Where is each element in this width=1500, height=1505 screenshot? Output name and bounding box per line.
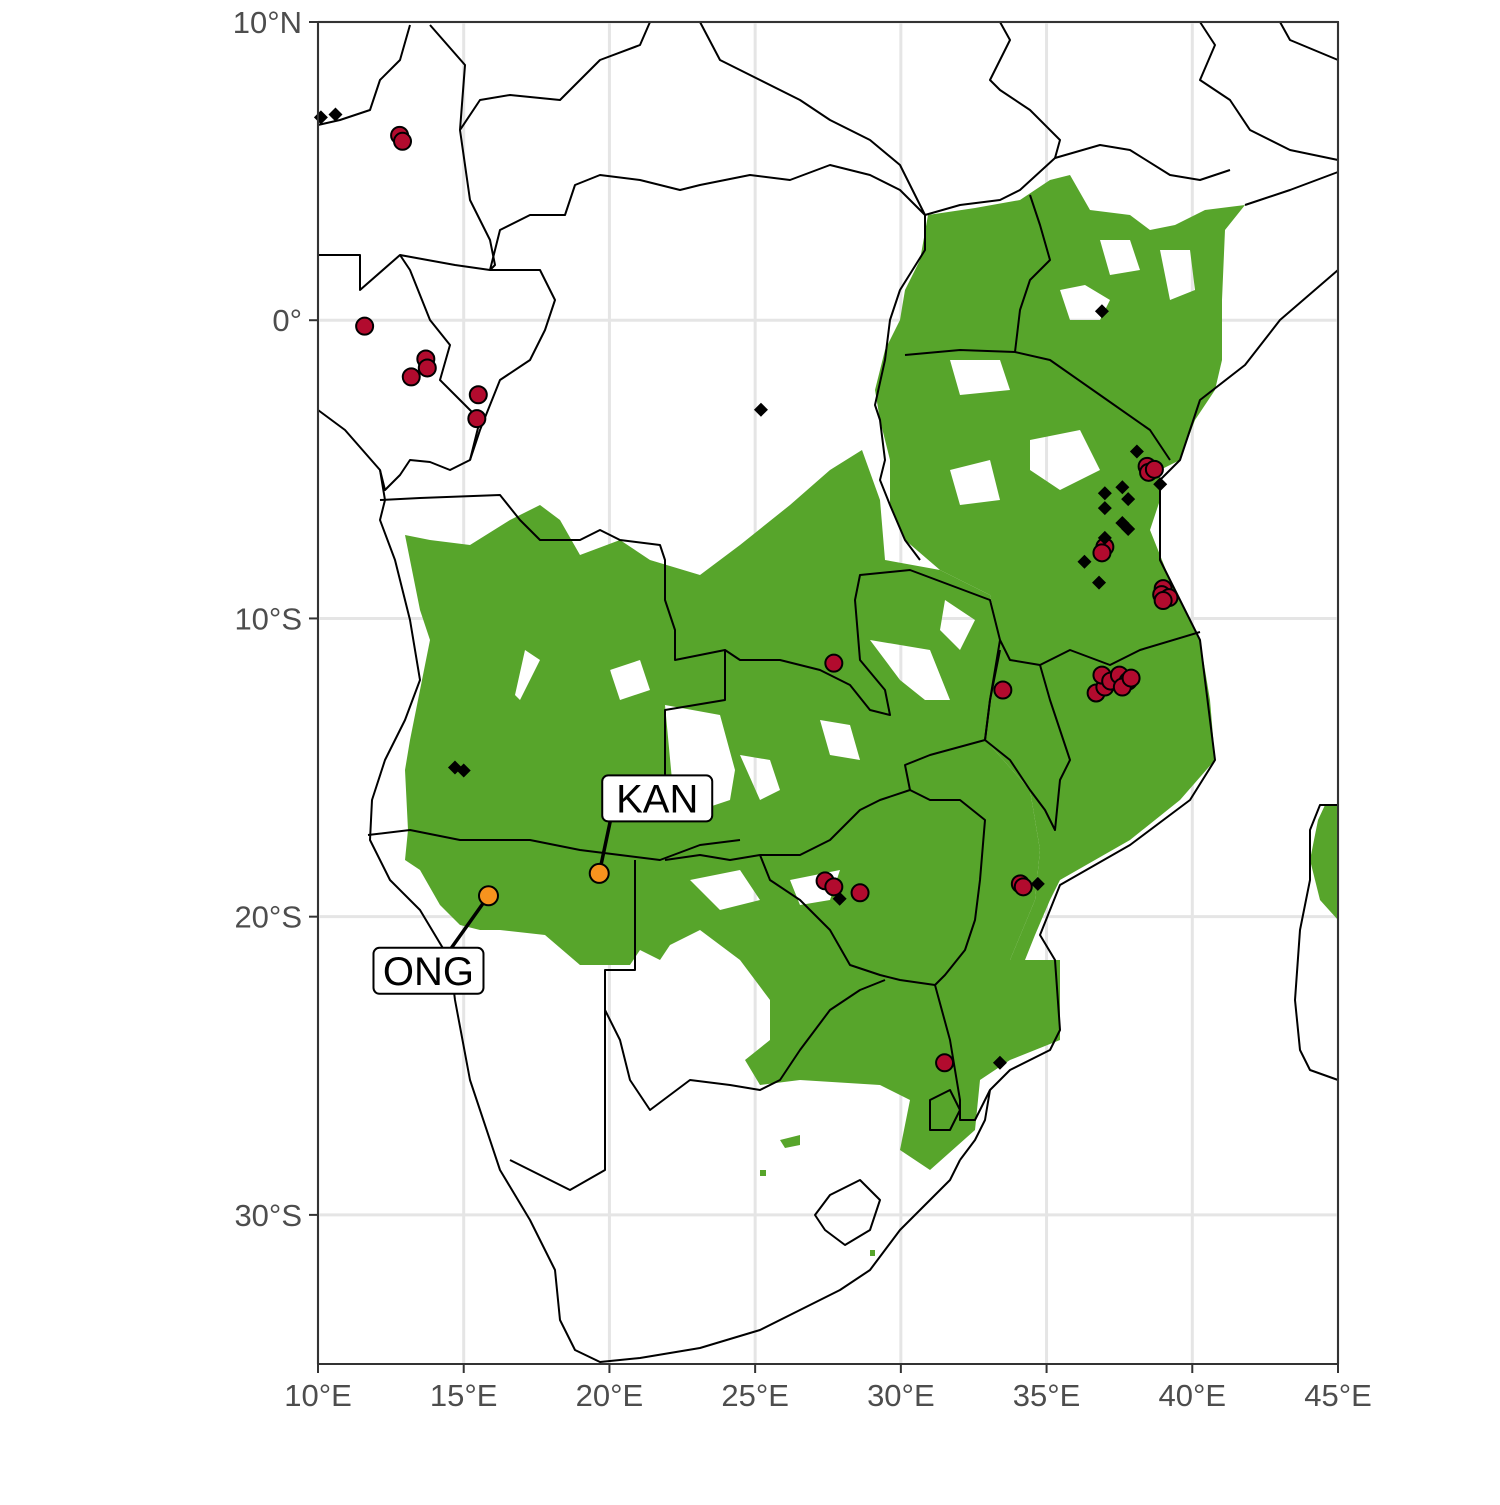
border-congo-car bbox=[317, 24, 496, 271]
red-point-29 bbox=[850, 883, 870, 903]
border-namibia-botswana bbox=[509, 860, 636, 1191]
callout-label-1: ONG bbox=[383, 950, 474, 994]
y-tick-label-0: 10°N bbox=[233, 5, 302, 40]
border-sudan bbox=[699, 21, 1231, 216]
border-ethiopia bbox=[1199, 21, 1339, 161]
diamond-point-18 bbox=[1030, 876, 1045, 891]
habitat-west bbox=[405, 450, 1060, 1170]
border-zimbabwe bbox=[759, 789, 986, 986]
border-car-drc bbox=[489, 164, 926, 271]
red-point-2 bbox=[355, 316, 375, 336]
callout-kan: KAN bbox=[588, 774, 714, 884]
y-tick-label-3: 20°S bbox=[234, 900, 302, 935]
diamond-point-4 bbox=[1129, 444, 1144, 459]
border-lesotho bbox=[814, 1179, 881, 1246]
site-callouts: KAN ONG bbox=[372, 774, 714, 995]
red-point-16 bbox=[1153, 591, 1173, 611]
border-botswana-sa bbox=[604, 979, 886, 1111]
x-tick-label-7: 45°E bbox=[1304, 1378, 1372, 1413]
x-tick-label-3: 25°E bbox=[721, 1378, 789, 1413]
border-mozambique-zimbabwe bbox=[934, 984, 991, 1121]
diamond-point-8 bbox=[1097, 501, 1112, 516]
coastline-north-east bbox=[1244, 171, 1339, 206]
border-eswatini bbox=[929, 1089, 961, 1131]
diamond-point-11 bbox=[1121, 521, 1136, 536]
highlight-point-1 bbox=[477, 885, 499, 907]
callout-leader-1 bbox=[450, 894, 490, 949]
habitat-range bbox=[405, 175, 1338, 1256]
border-ssudan-ethiopia bbox=[989, 21, 1061, 159]
red-point-6 bbox=[468, 385, 488, 405]
coastline-madagascar bbox=[1294, 804, 1339, 1081]
x-tick-label-2: 20°E bbox=[576, 1378, 644, 1413]
axes: 10°E 15°E 20°E 25°E 30°E 35°E 40°E 45°E 10°N 0° 10… bbox=[233, 5, 1372, 1413]
x-tick-label-0: 10°E bbox=[284, 1378, 352, 1413]
border-malawi bbox=[984, 649, 1071, 831]
x-tick-label-1: 15°E bbox=[430, 1378, 498, 1413]
red-point-28 bbox=[824, 877, 844, 897]
red-point-10 bbox=[1144, 459, 1164, 479]
diamond-point-7 bbox=[1115, 480, 1130, 495]
border-drc-angola bbox=[379, 494, 726, 800]
diamond-point-1 bbox=[328, 107, 343, 122]
border-namibia-angola bbox=[367, 829, 741, 861]
coastline-east bbox=[959, 269, 1339, 1161]
diamond-point-19 bbox=[992, 1055, 1007, 1070]
diamond-point-9 bbox=[1121, 492, 1136, 507]
red-point-18 bbox=[993, 680, 1013, 700]
diamond-point-14 bbox=[1092, 575, 1107, 590]
diamond-point-13 bbox=[1077, 554, 1092, 569]
y-tick-label-2: 10°S bbox=[234, 601, 302, 636]
diamond-point-2 bbox=[1094, 304, 1109, 319]
country-borders bbox=[317, 21, 1339, 1363]
border-north-west bbox=[318, 254, 481, 491]
red-point-31 bbox=[1013, 877, 1033, 897]
callout-label-0: KAN bbox=[616, 777, 698, 821]
border-mozambique-tanzania bbox=[999, 631, 1201, 666]
border-zambia-south bbox=[664, 739, 986, 861]
red-occurrence-points bbox=[355, 125, 1179, 1073]
red-point-12 bbox=[1092, 543, 1112, 563]
diamond-occurrence-points bbox=[313, 107, 1168, 1070]
diamond-point-3 bbox=[753, 402, 768, 417]
habitat-east bbox=[875, 175, 1245, 960]
red-point-5 bbox=[401, 367, 421, 387]
coastline-west bbox=[317, 409, 961, 1363]
diamond-point-5 bbox=[1153, 477, 1168, 492]
callout-box-0 bbox=[601, 774, 714, 823]
red-point-26 bbox=[1121, 668, 1141, 688]
red-point-17 bbox=[824, 653, 844, 673]
red-point-1 bbox=[393, 131, 413, 151]
red-point-4 bbox=[417, 358, 437, 378]
x-tick-label-4: 30°E bbox=[867, 1378, 935, 1413]
callout-ong: ONG bbox=[372, 885, 499, 995]
border-drc-east bbox=[874, 215, 926, 561]
callout-box-1 bbox=[372, 946, 485, 995]
y-tick-label-4: 30°S bbox=[234, 1198, 302, 1233]
diamond-point-17 bbox=[832, 891, 847, 906]
x-tick-label-5: 35°E bbox=[1013, 1378, 1081, 1413]
diamond-point-12 bbox=[1097, 530, 1112, 545]
y-tick-label-1: 0° bbox=[272, 303, 302, 338]
habitat-madagascar bbox=[1310, 805, 1338, 920]
panel-border bbox=[317, 21, 1339, 1365]
red-point-7 bbox=[467, 409, 487, 429]
red-point-32 bbox=[935, 1053, 955, 1073]
highlight-point-0 bbox=[588, 862, 610, 884]
diamond-point-16 bbox=[456, 763, 471, 778]
border-tanzania bbox=[904, 194, 1171, 461]
diamond-point-6 bbox=[1097, 486, 1112, 501]
border-zambia-drc bbox=[724, 569, 1001, 741]
border-cameroon bbox=[459, 21, 651, 131]
x-tick-label-6: 40°E bbox=[1159, 1378, 1227, 1413]
